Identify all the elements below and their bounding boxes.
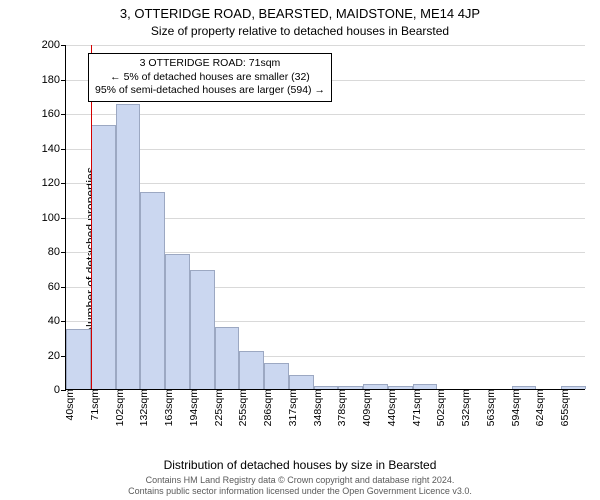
ytick-label: 40: [48, 315, 66, 327]
ytick-label: 60: [48, 281, 66, 293]
xtick-label: 440sqm: [380, 389, 398, 426]
gridline: [66, 45, 585, 46]
bar: [239, 351, 264, 389]
bar: [140, 192, 165, 389]
bar: [66, 329, 91, 389]
annotation-line2: ← 5% of detached houses are smaller (32): [95, 71, 325, 85]
x-axis-label: Distribution of detached houses by size …: [0, 458, 600, 472]
xtick-label: 348sqm: [306, 389, 324, 426]
gridline: [66, 183, 585, 184]
plot-area: 02040608010012014016018020040sqm71sqm102…: [65, 45, 585, 390]
annotation-line1: 3 OTTERIDGE ROAD: 71sqm: [95, 57, 325, 71]
xtick-label: 378sqm: [330, 389, 348, 426]
ytick-label: 200: [42, 39, 66, 51]
xtick-label: 317sqm: [281, 389, 299, 426]
xtick-label: 655sqm: [553, 389, 571, 426]
xtick-label: 409sqm: [355, 389, 373, 426]
chart-title: 3, OTTERIDGE ROAD, BEARSTED, MAIDSTONE, …: [0, 6, 600, 21]
ytick-label: 120: [42, 177, 66, 189]
xtick-label: 502sqm: [429, 389, 447, 426]
xtick-label: 563sqm: [479, 389, 497, 426]
gridline: [66, 149, 585, 150]
xtick-label: 225sqm: [206, 389, 224, 426]
ytick-label: 140: [42, 143, 66, 155]
ytick-label: 160: [42, 108, 66, 120]
xtick-label: 132sqm: [132, 389, 150, 426]
ytick-label: 20: [48, 350, 66, 362]
bar: [264, 363, 289, 389]
xtick-label: 71sqm: [83, 389, 101, 421]
attribution-line1: Contains HM Land Registry data © Crown c…: [0, 475, 600, 486]
xtick-label: 532sqm: [454, 389, 472, 426]
histogram-chart: 3, OTTERIDGE ROAD, BEARSTED, MAIDSTONE, …: [0, 0, 600, 500]
bar: [289, 375, 314, 389]
ytick-label: 100: [42, 212, 66, 224]
ytick-label: 80: [48, 246, 66, 258]
xtick-label: 594sqm: [504, 389, 522, 426]
annotation-line3: 95% of semi-detached houses are larger (…: [95, 84, 325, 98]
bar: [190, 270, 215, 389]
xtick-label: 624sqm: [528, 389, 546, 426]
bar: [165, 254, 190, 389]
xtick-label: 286sqm: [256, 389, 274, 426]
xtick-label: 163sqm: [157, 389, 175, 426]
attribution-line2: Contains public sector information licen…: [0, 486, 600, 497]
xtick-label: 40sqm: [58, 389, 76, 421]
ytick-label: 180: [42, 74, 66, 86]
xtick-label: 194sqm: [182, 389, 200, 426]
bar: [116, 104, 141, 389]
bar: [215, 327, 240, 389]
attribution-text: Contains HM Land Registry data © Crown c…: [0, 475, 600, 498]
xtick-label: 471sqm: [405, 389, 423, 426]
gridline: [66, 114, 585, 115]
chart-subtitle: Size of property relative to detached ho…: [0, 24, 600, 38]
bar: [91, 125, 116, 389]
xtick-label: 102sqm: [107, 389, 125, 426]
annotation-box: 3 OTTERIDGE ROAD: 71sqm ← 5% of detached…: [88, 53, 332, 102]
xtick-label: 255sqm: [231, 389, 249, 426]
